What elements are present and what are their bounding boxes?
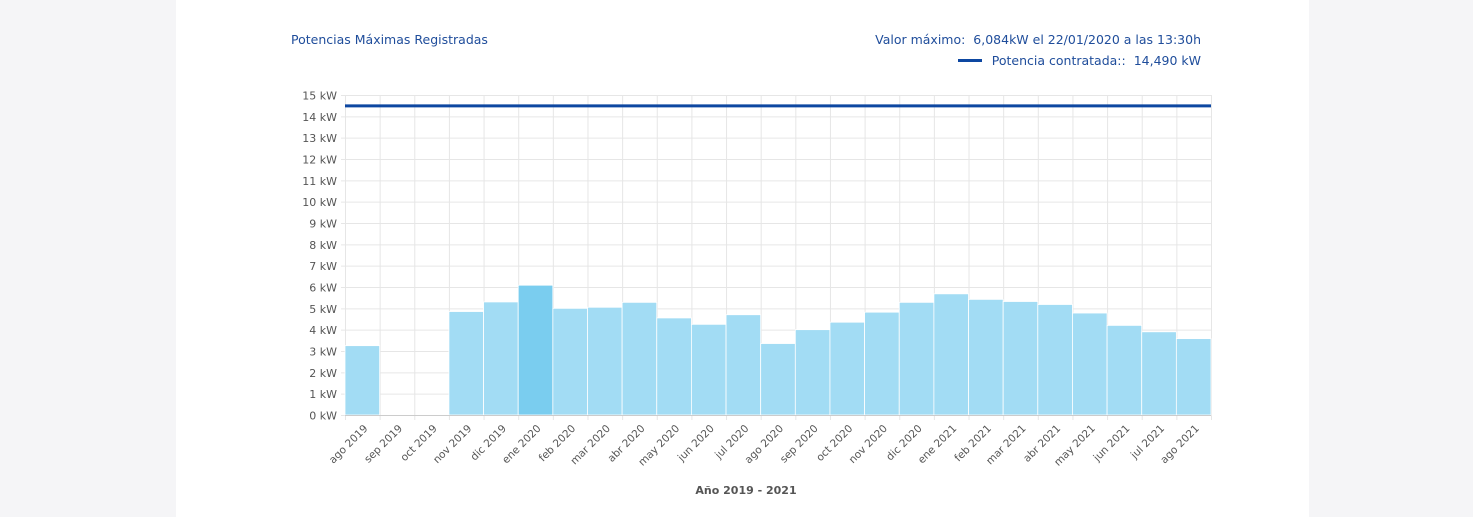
y-tick-label: 12 kW bbox=[302, 154, 337, 167]
bar[interactable] bbox=[1175, 338, 1212, 416]
y-tick-label: 2 kW bbox=[309, 367, 337, 380]
legend-contracted-value: 14,490 kW bbox=[1133, 53, 1201, 68]
bar[interactable] bbox=[587, 306, 623, 416]
bar[interactable] bbox=[483, 301, 519, 416]
bar[interactable] bbox=[933, 293, 969, 416]
max-value-info: Valor máximo: 6,084kW el 22/01/2020 a la… bbox=[875, 32, 1201, 47]
y-tick-label: 8 kW bbox=[309, 239, 337, 252]
max-value-label: Valor máximo: bbox=[875, 32, 966, 47]
bar[interactable] bbox=[864, 311, 900, 416]
chart-title: Potencias Máximas Registradas bbox=[291, 32, 488, 47]
legend[interactable]: Potencia contratada:: 14,490 kW bbox=[957, 53, 1201, 68]
bar[interactable] bbox=[760, 343, 796, 416]
legend-line-swatch bbox=[957, 59, 982, 62]
bar[interactable] bbox=[829, 321, 866, 416]
max-value-text: 6,084kW el 22/01/2020 a las 13:30h bbox=[973, 32, 1201, 47]
x-tick-label: jun 2020 bbox=[675, 423, 717, 465]
bar-chart: 0 kW 1 kW 2 kW 3 kW 4 kW 5 kW 6 kW 7 kW 8 kW 9 kW… bbox=[302, 90, 1212, 469]
y-tick-label: 1 kW bbox=[309, 388, 337, 401]
y-tick-label: 3 kW bbox=[309, 346, 337, 359]
y-tick-label: 10 kW bbox=[302, 196, 337, 209]
bar[interactable] bbox=[656, 317, 692, 416]
chart-panel: Potencias Máximas Registradas Valor máxi… bbox=[176, 0, 1309, 517]
bar[interactable] bbox=[621, 301, 658, 416]
y-tick-label: 5 kW bbox=[309, 303, 337, 316]
x-axis-title: Año 2019 - 2021 bbox=[695, 484, 797, 497]
bar[interactable] bbox=[725, 314, 762, 416]
y-tick-label: 4 kW bbox=[309, 324, 337, 337]
bar[interactable] bbox=[1037, 304, 1073, 416]
x-tick-label: sep 2019 bbox=[362, 423, 405, 466]
bar[interactable] bbox=[691, 323, 727, 416]
bar[interactable] bbox=[552, 307, 588, 416]
bar[interactable] bbox=[794, 329, 831, 416]
y-tick-label: 15 kW bbox=[302, 90, 337, 103]
y-tick-label: 9 kW bbox=[309, 218, 337, 231]
bar[interactable] bbox=[344, 345, 381, 416]
bar[interactable] bbox=[448, 311, 484, 416]
x-tick-label: sep 2020 bbox=[778, 423, 821, 466]
bar[interactable] bbox=[1072, 312, 1108, 416]
y-tick-label: 11 kW bbox=[302, 175, 337, 188]
bar[interactable] bbox=[968, 298, 1004, 416]
x-tick-label: jun 2021 bbox=[1091, 423, 1133, 465]
bar[interactable] bbox=[1141, 331, 1177, 416]
bar[interactable] bbox=[517, 284, 554, 416]
y-tick-label: 6 kW bbox=[309, 282, 337, 295]
legend-contracted-label: Potencia contratada:: bbox=[991, 53, 1126, 68]
y-tick-label: 14 kW bbox=[302, 111, 337, 124]
bar[interactable] bbox=[1002, 301, 1039, 416]
bars bbox=[344, 284, 1212, 416]
y-tick-label: 0 kW bbox=[309, 410, 337, 423]
bar[interactable] bbox=[898, 301, 935, 416]
y-tick-label: 13 kW bbox=[302, 132, 337, 145]
y-tick-label: 7 kW bbox=[309, 260, 337, 273]
bar[interactable] bbox=[1106, 324, 1143, 416]
